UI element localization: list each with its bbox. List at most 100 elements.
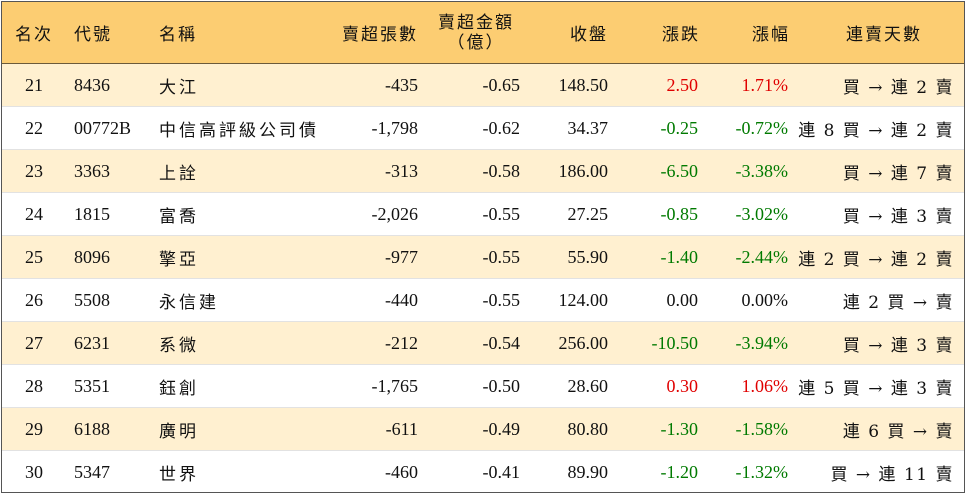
cell-change: 2.50 bbox=[666, 74, 699, 95]
cell-net-sell-lots: -440 bbox=[385, 289, 418, 310]
cell-rank: 22 bbox=[25, 117, 43, 138]
cell-code: 8436 bbox=[74, 74, 110, 95]
cell-consecutive-days: 買 → 連 3 賣 bbox=[842, 206, 954, 227]
cell-code: 00772B bbox=[74, 117, 132, 138]
cell-net-sell-amount: -0.58 bbox=[482, 160, 521, 181]
cell-net-sell-amount: -0.49 bbox=[482, 418, 521, 439]
cell-code: 3363 bbox=[74, 160, 110, 181]
table-row: 29 6188 廣明 -611 -0.49 80.80 -1.30 -1.58% 連 6 買 →… bbox=[2, 408, 964, 451]
cell-close: 28.60 bbox=[567, 375, 609, 396]
cell-close: 27.25 bbox=[567, 203, 609, 224]
table-row: 28 5351 鈺創 -1,765 -0.50 28.60 0.30 1.06% 連 5 買 →… bbox=[2, 365, 964, 408]
cell-name: 永信建 bbox=[159, 292, 219, 313]
cell-change: -0.85 bbox=[660, 203, 699, 224]
cell-change: -0.25 bbox=[660, 117, 699, 138]
cell-net-sell-lots: -1,798 bbox=[371, 117, 419, 138]
cell-close: 55.90 bbox=[567, 246, 609, 267]
header-net-sell-amount-unit: （億） bbox=[447, 32, 505, 53]
cell-net-sell-amount: -0.54 bbox=[482, 332, 521, 353]
cell-change-pct: -0.72% bbox=[735, 117, 789, 138]
cell-net-sell-amount: -0.50 bbox=[482, 375, 521, 396]
cell-consecutive-days: 買 → 連 2 賣 bbox=[842, 77, 954, 98]
cell-net-sell-lots: -313 bbox=[385, 160, 418, 181]
cell-rank: 24 bbox=[25, 203, 43, 224]
cell-net-sell-lots: -2,026 bbox=[371, 203, 419, 224]
cell-code: 5508 bbox=[74, 289, 110, 310]
cell-close: 186.00 bbox=[558, 160, 609, 181]
cell-change-pct: -1.58% bbox=[735, 418, 789, 439]
cell-net-sell-amount: -0.65 bbox=[482, 74, 521, 95]
cell-net-sell-lots: -212 bbox=[385, 332, 418, 353]
cell-consecutive-days: 買 → 連 3 賣 bbox=[842, 335, 954, 356]
header-code: 代號 bbox=[74, 25, 112, 45]
cell-net-sell-lots: -460 bbox=[385, 462, 418, 482]
cell-net-sell-lots: -435 bbox=[385, 74, 418, 95]
cell-rank: 23 bbox=[25, 160, 43, 181]
cell-consecutive-days: 連 6 買 → 賣 bbox=[842, 421, 954, 442]
cell-code: 6231 bbox=[74, 332, 110, 353]
cell-change: -1.20 bbox=[660, 462, 699, 482]
cell-rank: 21 bbox=[25, 74, 43, 95]
cell-change-pct: -2.44% bbox=[735, 246, 789, 267]
table-row: 25 8096 擎亞 -977 -0.55 55.90 -1.40 -2.44% 連 2 買 →… bbox=[2, 236, 964, 279]
cell-change-pct: -3.94% bbox=[735, 332, 789, 353]
cell-net-sell-amount: -0.55 bbox=[482, 203, 521, 224]
cell-change: 0.30 bbox=[666, 375, 699, 396]
cell-code: 8096 bbox=[74, 246, 110, 267]
table-row: 23 3363 上詮 -313 -0.58 186.00 -6.50 -3.38% 買 → 連 … bbox=[2, 150, 964, 193]
cell-close: 256.00 bbox=[558, 332, 609, 353]
cell-code: 5351 bbox=[74, 375, 110, 396]
cell-net-sell-amount: -0.62 bbox=[482, 117, 521, 138]
cell-change: -1.40 bbox=[660, 246, 699, 267]
header-net-sell-lots: 賣超張數 bbox=[342, 25, 418, 45]
header-rank: 名次 bbox=[15, 25, 53, 45]
cell-change-pct: 0.00% bbox=[741, 289, 789, 310]
cell-change: -6.50 bbox=[660, 160, 699, 181]
cell-code: 5347 bbox=[74, 462, 110, 482]
cell-consecutive-days: 買 → 連 11 賣 bbox=[830, 465, 954, 485]
cell-net-sell-amount: -0.55 bbox=[482, 246, 521, 267]
cell-rank: 29 bbox=[25, 418, 43, 439]
cell-net-sell-amount: -0.41 bbox=[482, 462, 521, 482]
cell-change-pct: -3.02% bbox=[735, 203, 789, 224]
cell-name: 擎亞 bbox=[159, 249, 199, 270]
table-row: 26 5508 永信建 -440 -0.55 124.00 0.00 0.00% 連 2 買 →… bbox=[2, 279, 964, 322]
cell-close: 148.50 bbox=[558, 74, 609, 95]
header-change-pct: 漲幅 bbox=[752, 25, 790, 45]
cell-name: 系微 bbox=[159, 335, 199, 356]
table-row: 30 5347 世界 -460 -0.41 89.90 -1.20 -1.32% 買 → 連 1… bbox=[2, 451, 964, 492]
cell-rank: 28 bbox=[25, 375, 43, 396]
header-consecutive-days: 連賣天數 bbox=[846, 25, 922, 45]
cell-net-sell-lots: -977 bbox=[385, 246, 418, 267]
cell-name: 世界 bbox=[159, 465, 199, 485]
header-net-sell-amount-line1: 賣超金額 bbox=[438, 12, 514, 33]
header-change: 漲跌 bbox=[662, 25, 700, 45]
cell-close: 124.00 bbox=[558, 289, 609, 310]
cell-change-pct: 1.71% bbox=[741, 74, 789, 95]
cell-change: 0.00 bbox=[666, 289, 699, 310]
table-row: 24 1815 富喬 -2,026 -0.55 27.25 -0.85 -3.02% 買 → 連… bbox=[2, 193, 964, 236]
cell-close: 34.37 bbox=[567, 117, 609, 138]
cell-net-sell-lots: -1,765 bbox=[371, 375, 419, 396]
cell-rank: 30 bbox=[25, 462, 43, 482]
cell-net-sell-lots: -611 bbox=[385, 418, 418, 439]
header-net-sell-amount: 賣超金額 （億） bbox=[428, 2, 524, 63]
header-name: 名稱 bbox=[159, 25, 197, 45]
table-row: 27 6231 系微 -212 -0.54 256.00 -10.50 -3.94% 買 → 連… bbox=[2, 322, 964, 365]
cell-change: -10.50 bbox=[651, 332, 699, 353]
cell-close: 80.80 bbox=[567, 418, 609, 439]
cell-rank: 25 bbox=[25, 246, 43, 267]
cell-change-pct: -3.38% bbox=[735, 160, 789, 181]
cell-code: 1815 bbox=[74, 203, 110, 224]
cell-name: 上詮 bbox=[159, 163, 199, 184]
cell-name: 富喬 bbox=[159, 206, 199, 227]
cell-rank: 26 bbox=[25, 289, 43, 310]
cell-consecutive-days: 連 5 買 → 連 3 賣 bbox=[798, 378, 954, 399]
cell-rank: 27 bbox=[25, 332, 43, 353]
header-close: 收盤 bbox=[570, 25, 608, 45]
table-body: 21 8436 大江 -435 -0.65 148.50 2.50 1.71% 買 → 連 2 … bbox=[2, 64, 964, 492]
cell-name: 大江 bbox=[159, 77, 199, 98]
cell-consecutive-days: 連 2 買 → 連 2 賣 bbox=[798, 249, 954, 270]
cell-change-pct: -1.32% bbox=[735, 462, 789, 482]
